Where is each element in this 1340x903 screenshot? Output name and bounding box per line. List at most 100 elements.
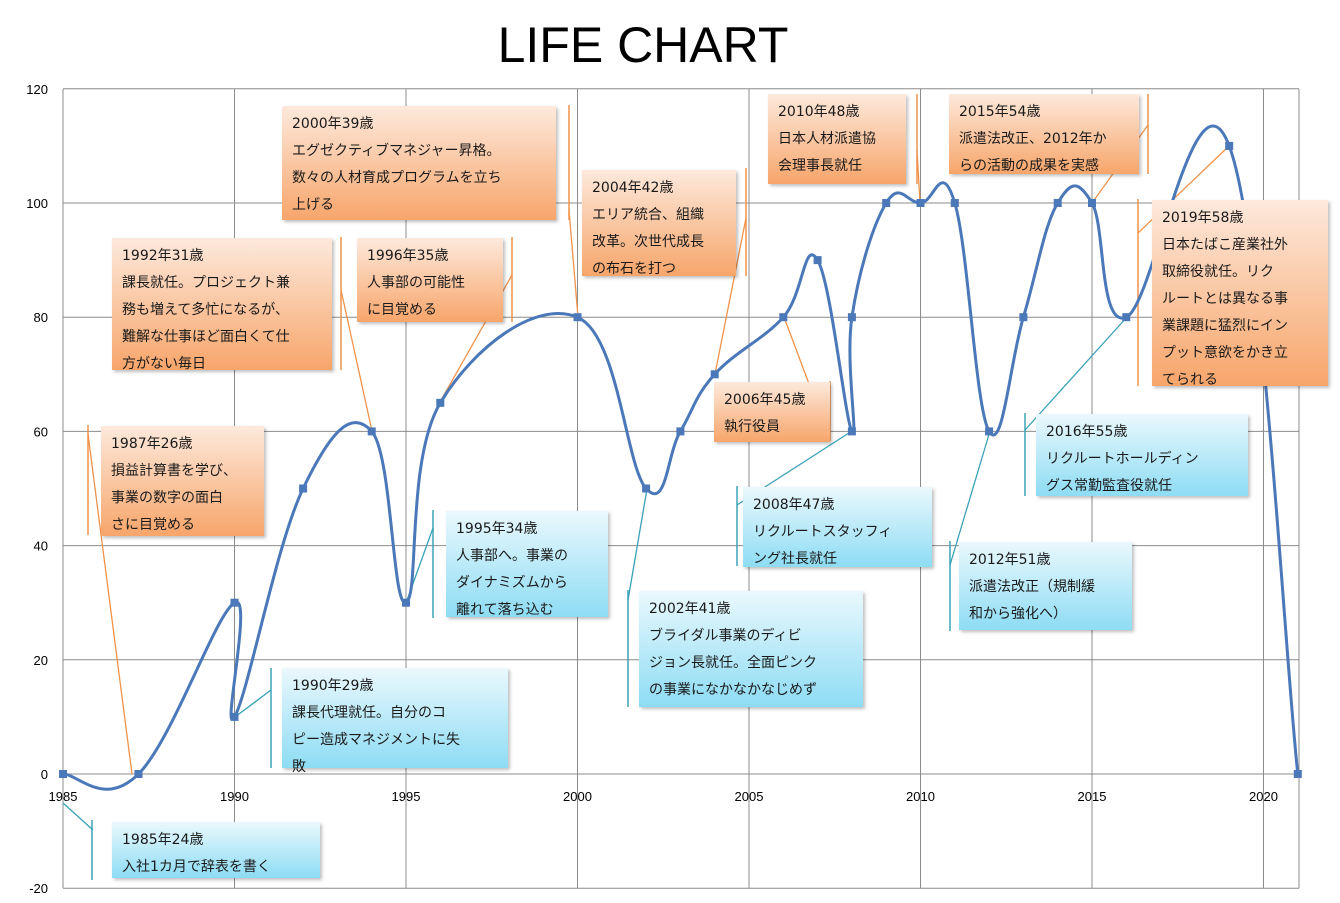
- annotation-line: 難解な仕事ほど面白くて仕: [122, 329, 290, 345]
- annotation-line: 務も増えて多忙になるが、: [122, 301, 289, 318]
- data-point: [813, 256, 822, 265]
- chart-title: LIFE CHART: [498, 17, 789, 73]
- data-point: [59, 770, 67, 778]
- annotation-leader: [234, 689, 272, 718]
- annotation-line: 和から強化へ）: [969, 606, 1067, 622]
- annotation-leader: [62, 802, 94, 831]
- annotation-line: さに目覚める: [111, 517, 195, 533]
- data-point: [882, 199, 891, 207]
- annotation-callout: 2002年41歳ブライダル事業のディビジョン長就任。全面ピンクの事業になかなかな…: [639, 591, 863, 707]
- data-point: [950, 199, 959, 207]
- annotation-line: の事業になかなかなじめず: [649, 682, 817, 698]
- annotation-year: 2019年58歳: [1162, 210, 1243, 226]
- annotation-line: 人事部の可能性: [367, 275, 465, 291]
- annotation-box: [282, 106, 556, 220]
- x-tick-label: 2005: [735, 789, 764, 804]
- annotation-line: 数々の人材育成プログラムを立ち: [292, 170, 502, 186]
- annotation-year: 1992年31歳: [122, 248, 203, 264]
- annotation-line: ピー造成マネジメントに失: [292, 732, 460, 748]
- data-point: [299, 484, 308, 493]
- series-line: [59, 124, 1302, 791]
- annotation-line: ジョン長就任。全面ピンク: [649, 654, 817, 671]
- annotation-line: 離れて落ち込む: [456, 601, 554, 618]
- annotation-leader: [949, 430, 991, 566]
- x-tick-label: 1990: [220, 789, 249, 804]
- annotation-leader: [1024, 316, 1128, 431]
- annotation-line: 日本人材派遣協: [778, 131, 876, 147]
- annotation-box: [1152, 200, 1328, 386]
- annotation-line: ブライダル事業のディビ: [649, 627, 801, 644]
- annotation-box: [582, 170, 736, 276]
- annotation-line: 日本たばこ産業社外: [1162, 237, 1288, 253]
- annotation-line: リクルートスタッフィ: [753, 524, 892, 540]
- annotation-box: [112, 822, 320, 878]
- data-point: [1019, 313, 1028, 322]
- annotation-line: 取締役就任。リク: [1162, 263, 1274, 280]
- annotation-line: 方がない毎日: [122, 356, 206, 372]
- annotation-box: [714, 382, 830, 442]
- x-tick-label: 2020: [1249, 789, 1278, 804]
- y-tick-label: 60: [34, 424, 48, 439]
- annotation-callout: 2000年39歳エグゼクティブマネジャー昇格。数々の人材育成プログラムを立ち上げ…: [282, 106, 556, 220]
- annotation-year: 2012年51歳: [969, 552, 1050, 568]
- x-tick-label: 2015: [1078, 789, 1107, 804]
- annotation-year: 2000年39歳: [292, 116, 373, 132]
- annotation-line: 会理事長就任: [778, 158, 862, 174]
- x-tick-label: 1995: [392, 789, 421, 804]
- axis-ticks: 120 100 80 60 40 20 0 -20 1985 1990 1995 2000 2005 20…: [26, 82, 1278, 896]
- y-tick-label: 120: [26, 82, 48, 97]
- data-point: [1225, 141, 1234, 150]
- data-point: [402, 598, 410, 607]
- data-point: [847, 313, 856, 322]
- annotation-box: [101, 426, 264, 536]
- annotation-line: エリア統合、組織: [592, 207, 704, 223]
- annotation-line: リクルートホールディン: [1046, 450, 1199, 467]
- annotation-box: [357, 238, 503, 322]
- data-point: [676, 427, 685, 436]
- data-point: [134, 770, 143, 778]
- annotation-year: 2004年42歳: [592, 180, 673, 196]
- annotation-callout: 1992年31歳課長就任。プロジェクト兼務も増えて多忙になるが、難解な仕事ほど面…: [112, 238, 332, 372]
- data-point: [985, 427, 994, 436]
- annotation-line: エグゼクティブマネジャー昇格。: [292, 142, 500, 159]
- annotation-line: 課長代理就任。自分のコ: [292, 705, 446, 721]
- annotation-year: 2006年45歳: [724, 392, 805, 408]
- annotation-leader: [568, 209, 579, 318]
- data-point: [916, 199, 925, 207]
- x-tick-label: 1985: [49, 789, 78, 804]
- annotation-line: 敗: [292, 759, 306, 775]
- annotation-year: 2008年47歳: [753, 497, 834, 513]
- annotation-year: 1995年34歳: [456, 521, 537, 537]
- annotation-line: ルートとは異なる事: [1162, 291, 1288, 307]
- annotation-line: グス常勤監査役就任: [1046, 477, 1172, 494]
- annotation-line: ング社長就任: [753, 551, 837, 567]
- annotation-year: 2016年55歳: [1046, 424, 1127, 440]
- annotation-year: 1987年26歳: [111, 436, 192, 452]
- data-point: [1088, 199, 1096, 207]
- annotation-line: 派遣法改正（規制緩: [969, 579, 1095, 595]
- annotation-line: ダイナミズムから: [456, 575, 568, 591]
- annotation-line: 人事部へ。事業の: [456, 548, 568, 564]
- annotation-line: 派遣法改正、2012年か: [959, 131, 1107, 147]
- annotation-year: 1996年35歳: [367, 248, 448, 264]
- annotation-line: 改革。次世代成長: [592, 234, 704, 250]
- annotation-year: 2002年41歳: [649, 601, 730, 617]
- x-tick-label: 2000: [563, 789, 592, 804]
- annotation-box: [639, 591, 863, 707]
- data-point: [1122, 313, 1131, 322]
- annotation-box: [446, 511, 608, 617]
- x-tick-label: 2010: [906, 789, 935, 804]
- annotation-leader: [87, 433, 133, 775]
- annotation-line: 入社1カ月で辞表を書く: [122, 859, 271, 875]
- annotation-leader: [627, 488, 648, 601]
- annotation-box: [743, 487, 932, 567]
